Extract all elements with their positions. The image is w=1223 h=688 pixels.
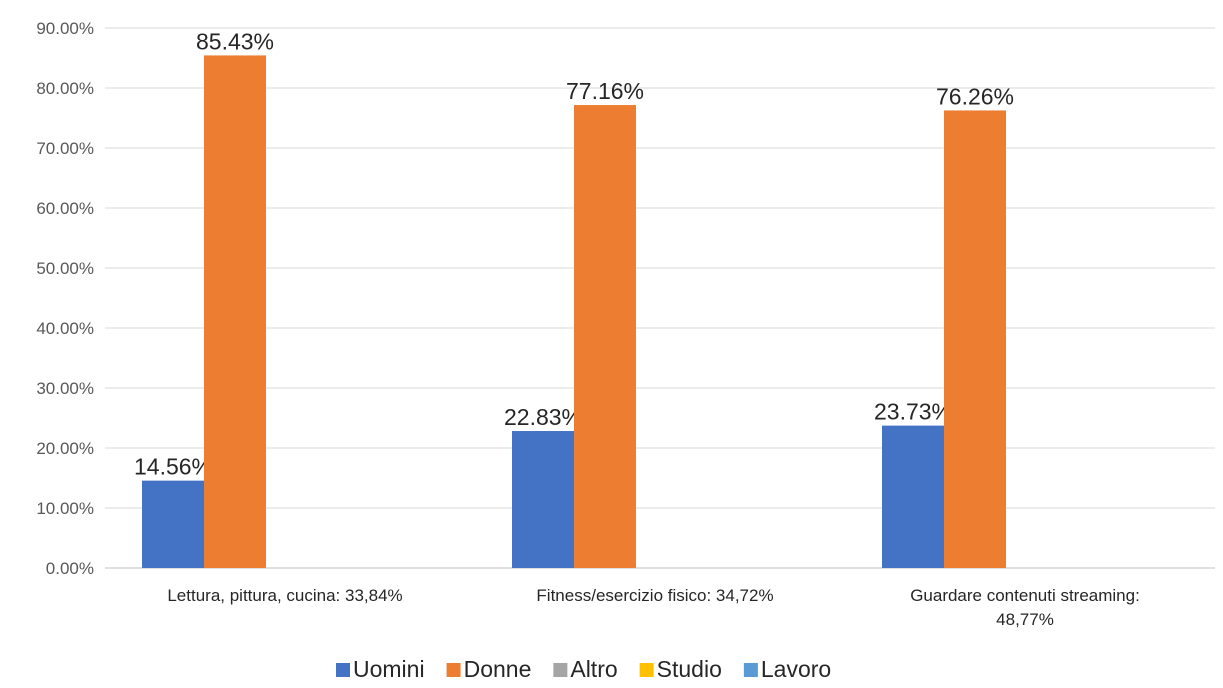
x-category-label: Lettura, pittura, cucina: 33,84% — [167, 586, 402, 605]
bars: 14.56% 85.43% 22.83% 77.16% 23.73% 76.26% — [134, 28, 1014, 569]
data-label: 76.26% — [936, 83, 1014, 109]
bar-donne — [204, 55, 266, 569]
y-tick-label: 80.00% — [36, 79, 94, 98]
legend-label-donne: Donne — [464, 656, 532, 682]
y-tick-label: 0.00% — [46, 559, 94, 578]
bar-uomini — [512, 431, 574, 568]
y-tick-label: 70.00% — [36, 139, 94, 158]
x-category-label: 48,77% — [996, 610, 1054, 629]
bar-donne — [574, 105, 636, 568]
legend-label-studio: Studio — [657, 656, 722, 682]
data-label: 22.83% — [504, 404, 582, 430]
data-label: 14.56% — [134, 454, 212, 480]
y-tick-label: 20.00% — [36, 439, 94, 458]
x-category-label: Guardare contenuti streaming: — [910, 586, 1140, 605]
legend-swatch-uomini — [336, 663, 350, 677]
data-label: 77.16% — [566, 78, 644, 104]
x-category-label: Fitness/esercizio fisico: 34,72% — [536, 586, 773, 605]
gridlines — [105, 27, 1215, 569]
y-tick-label: 50.00% — [36, 259, 94, 278]
bar-donne — [944, 110, 1006, 568]
legend-swatch-altro — [553, 663, 568, 677]
y-tick-label: 90.00% — [36, 19, 94, 38]
legend-label-altro: Altro — [570, 656, 617, 682]
data-label: 23.73% — [874, 399, 952, 425]
data-label: 85.43% — [196, 28, 274, 54]
legend-label-lavoro: Lavoro — [761, 656, 831, 682]
legend-swatch-donne — [446, 663, 461, 677]
legend-swatch-lavoro — [743, 663, 758, 677]
y-tick-label: 60.00% — [36, 199, 94, 218]
x-axis: Lettura, pittura, cucina: 33,84% Fitness/… — [167, 586, 1139, 629]
bar-uomini — [142, 480, 204, 568]
legend-swatch-studio — [639, 663, 654, 677]
y-tick-label: 40.00% — [36, 319, 94, 338]
bar-uomini — [882, 425, 944, 568]
y-axis: 0.00% 10.00% 20.00% 30.00% 40.00% 50.00% 60.00… — [36, 19, 94, 578]
legend: Uomini Donne Altro Studio Lavoro — [336, 656, 831, 682]
legend-label-uomini: Uomini — [353, 656, 425, 682]
y-tick-label: 10.00% — [36, 499, 94, 518]
y-tick-label: 30.00% — [36, 379, 94, 398]
